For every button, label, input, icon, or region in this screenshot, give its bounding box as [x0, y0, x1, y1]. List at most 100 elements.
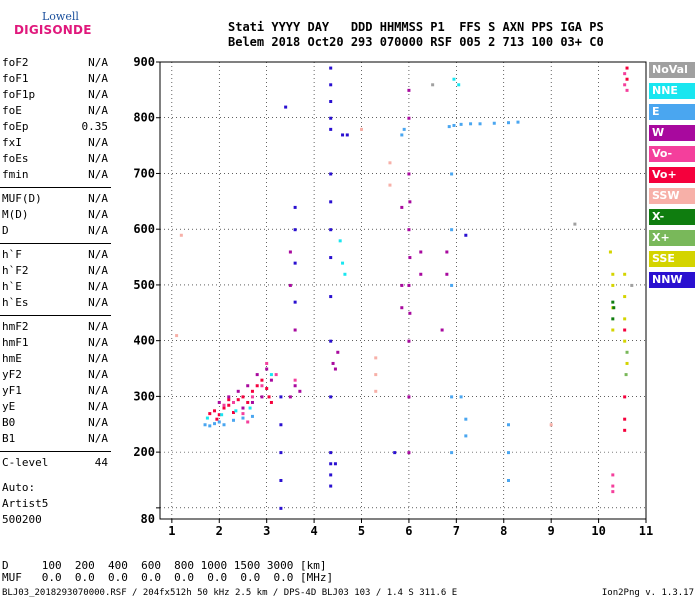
data-point	[260, 378, 264, 382]
param-value: N/A	[88, 352, 108, 365]
data-point	[625, 350, 629, 354]
ionogram-header: Stati YYYY DAY DDD HHMMSS P1 FFS S AXN P…	[228, 20, 604, 50]
data-point	[506, 423, 510, 427]
data-point	[284, 105, 288, 109]
data-point	[265, 361, 269, 365]
data-point	[329, 451, 333, 455]
auto-artist: Artist5	[2, 497, 49, 510]
data-point	[293, 384, 297, 388]
data-point	[445, 250, 449, 254]
param-row: foE N/A	[2, 104, 110, 120]
x-tick-label: 7	[453, 524, 460, 538]
param-name: h`Es	[2, 296, 29, 309]
x-tick-label: 8	[500, 524, 507, 538]
data-point	[450, 228, 454, 232]
data-point	[222, 406, 226, 410]
param-name: foEp	[2, 120, 29, 133]
data-point	[213, 409, 217, 413]
data-point	[623, 428, 627, 432]
x-tick-label: 2	[216, 524, 223, 538]
data-point	[549, 423, 553, 427]
data-point	[400, 133, 404, 137]
data-point	[611, 490, 615, 494]
param-name: h`F	[2, 248, 22, 261]
param-row: hmE N/A	[2, 352, 110, 368]
param-name: yE	[2, 400, 16, 413]
data-point	[623, 328, 627, 332]
param-value: N/A	[88, 368, 108, 381]
data-point	[250, 395, 254, 399]
data-point	[329, 66, 333, 70]
data-point	[374, 373, 378, 377]
data-point	[279, 506, 283, 510]
param-value: N/A	[88, 248, 108, 261]
data-point	[445, 272, 449, 276]
data-point	[236, 398, 240, 402]
data-point	[360, 127, 364, 131]
data-point	[293, 261, 297, 265]
data-point	[408, 200, 412, 204]
file-info-footer: BLJ03_2018293070000.RSF / 204fx512h 50 k…	[2, 588, 458, 598]
y-tick-label: 800	[133, 111, 155, 125]
data-point	[265, 387, 269, 391]
y-tick-label: 500	[133, 278, 155, 292]
x-tick-label: 5	[358, 524, 365, 538]
data-point	[450, 172, 454, 176]
y-tick-label: 900	[133, 55, 155, 69]
param-row: M(D) N/A	[2, 208, 110, 224]
param-value: N/A	[88, 152, 108, 165]
data-point	[407, 283, 411, 287]
data-point	[269, 378, 273, 382]
data-point	[400, 306, 404, 310]
data-point	[248, 406, 252, 410]
legend-item: SSW	[649, 188, 695, 204]
data-point	[329, 100, 333, 104]
data-point	[623, 395, 627, 399]
param-value: 0.35	[81, 120, 109, 133]
data-point	[407, 172, 411, 176]
param-name: h`E	[2, 280, 22, 293]
param-value: N/A	[88, 280, 108, 293]
data-point	[255, 384, 259, 388]
param-value: N/A	[88, 416, 108, 429]
data-point	[341, 261, 345, 265]
data-point	[246, 384, 250, 388]
data-point	[459, 122, 463, 126]
legend-item: NoVal	[649, 62, 695, 78]
param-name: h`F2	[2, 264, 29, 277]
param-name: fxI	[2, 136, 22, 149]
data-point	[611, 328, 615, 332]
data-point	[343, 272, 347, 276]
data-point	[241, 412, 245, 416]
data-point	[329, 295, 333, 299]
data-point	[407, 228, 411, 232]
param-name: hmF1	[2, 336, 29, 349]
data-point	[227, 398, 231, 402]
data-point	[246, 400, 250, 404]
data-point	[452, 123, 456, 127]
param-row: fxI N/A	[2, 136, 110, 152]
header-row-labels: Stati YYYY DAY DDD HHMMSS P1 FFS S AXN P…	[228, 20, 604, 34]
data-point	[241, 406, 245, 410]
x-tick-label: 6	[405, 524, 412, 538]
muf-value-row: MUF 0.0 0.0 0.0 0.0 0.0 0.0 0.0 0.0 [MHz…	[2, 571, 334, 584]
data-point	[624, 373, 628, 377]
y-tick-label: 400	[133, 334, 155, 348]
data-point	[269, 400, 273, 404]
logo-digisonde-text: DIGISONDE	[14, 23, 92, 37]
data-point	[288, 250, 292, 254]
data-point	[611, 473, 615, 477]
data-point	[217, 400, 221, 404]
data-point	[255, 373, 259, 377]
x-tick-label: 4	[310, 524, 317, 538]
x-tick-label: 10	[591, 524, 605, 538]
param-row: foF2 N/A	[2, 56, 110, 72]
x-tick-label: 3	[263, 524, 270, 538]
data-point	[611, 484, 615, 488]
data-point	[611, 300, 615, 304]
data-point	[222, 403, 226, 407]
param-row: h`E N/A	[2, 280, 110, 296]
data-point	[329, 473, 333, 477]
param-name: foF2	[2, 56, 29, 69]
param-row: h`F N/A	[2, 248, 110, 264]
